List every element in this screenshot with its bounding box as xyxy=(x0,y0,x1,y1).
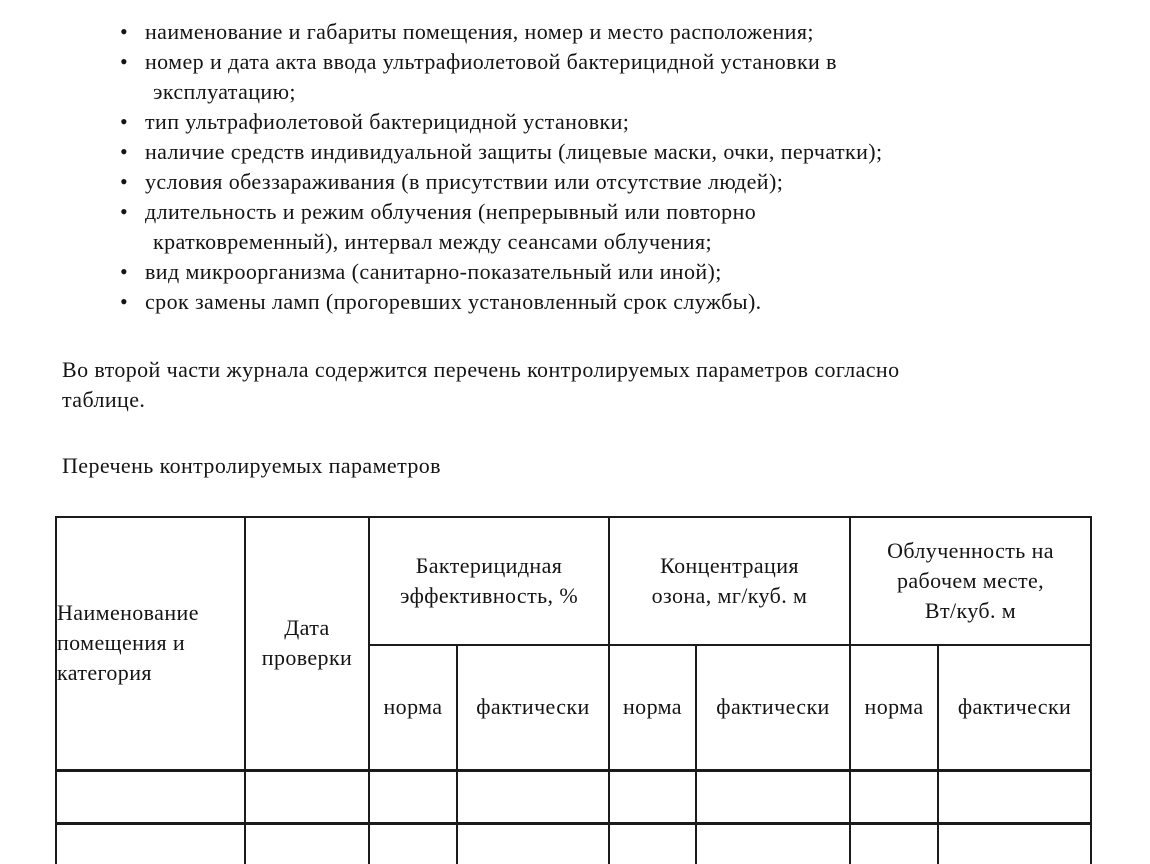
intro-paragraph: Во второй части журнала содержится переч… xyxy=(62,357,900,412)
table-cell-empty xyxy=(849,821,940,864)
table-header-group-row: Наименование помещения и категория Дата … xyxy=(55,516,1093,771)
table-cell-empty xyxy=(608,768,697,824)
bullet-item: наименование и габариты помещения, номер… xyxy=(120,17,1095,47)
bullet-item: тип ультрафиолетовой бактерицидной устан… xyxy=(120,107,1095,137)
table-cell-empty xyxy=(849,768,940,824)
table-header-sub-row: норма фактически норма фактически норма … xyxy=(56,644,1093,771)
header-group-ozone: Концентрация озона, мг/куб. м xyxy=(607,516,852,646)
table-row xyxy=(55,821,1093,864)
table-cell-empty xyxy=(937,821,1093,864)
header-group-bactericidal: Бактерицидная эффективность, % xyxy=(368,516,610,646)
bullet-list: наименование и габариты помещения, номер… xyxy=(57,17,1095,317)
header-group-irradiance: Облученность на рабочем месте, Вт/куб. м xyxy=(849,516,1093,646)
subheader-actual-irradiance: фактически xyxy=(937,644,1093,771)
bullet-item: срок замены ламп (прогоревших установлен… xyxy=(120,287,1095,317)
bullet-item: наличие средств индивидуальной защиты (л… xyxy=(120,137,1095,167)
table-cell-empty xyxy=(368,821,458,864)
table-cell-empty xyxy=(694,768,852,824)
table-title: Перечень контролируемых параметров xyxy=(62,453,441,478)
bullet-item: условия обеззараживания (в присутствии и… xyxy=(120,167,1095,197)
table-cell-empty xyxy=(55,768,246,824)
bullet-item: номер и дата акта ввода ультрафиолетовой… xyxy=(120,47,1095,107)
table-row xyxy=(55,768,1093,824)
bullet-item: длительность и режим облучения (непрерыв… xyxy=(120,197,1095,257)
parameters-table: Наименование помещения и категория Дата … xyxy=(55,516,1093,864)
subheader-norm-ozone: норма xyxy=(608,644,697,771)
table-cell-empty xyxy=(456,768,610,824)
header-cell-date: Дата проверки xyxy=(244,516,370,771)
table-cell-empty xyxy=(368,768,458,824)
header-cell-room: Наименование помещения и категория xyxy=(55,516,246,771)
subheader-actual-bactericidal: фактически xyxy=(456,644,610,771)
table-cell-empty xyxy=(244,821,370,864)
table-cell-empty xyxy=(694,821,852,864)
table-cell-empty xyxy=(456,821,610,864)
subheader-norm-bactericidal: норма xyxy=(368,644,458,771)
table-cell-empty xyxy=(55,821,246,864)
subheader-actual-ozone: фактически xyxy=(694,644,852,771)
subheader-norm-irradiance: норма xyxy=(849,644,940,771)
table-cell-empty xyxy=(608,821,697,864)
table-cell-empty xyxy=(244,768,370,824)
table-cell-empty xyxy=(937,768,1093,824)
bullet-item: вид микроорганизма (санитарно-показатель… xyxy=(120,257,1095,287)
